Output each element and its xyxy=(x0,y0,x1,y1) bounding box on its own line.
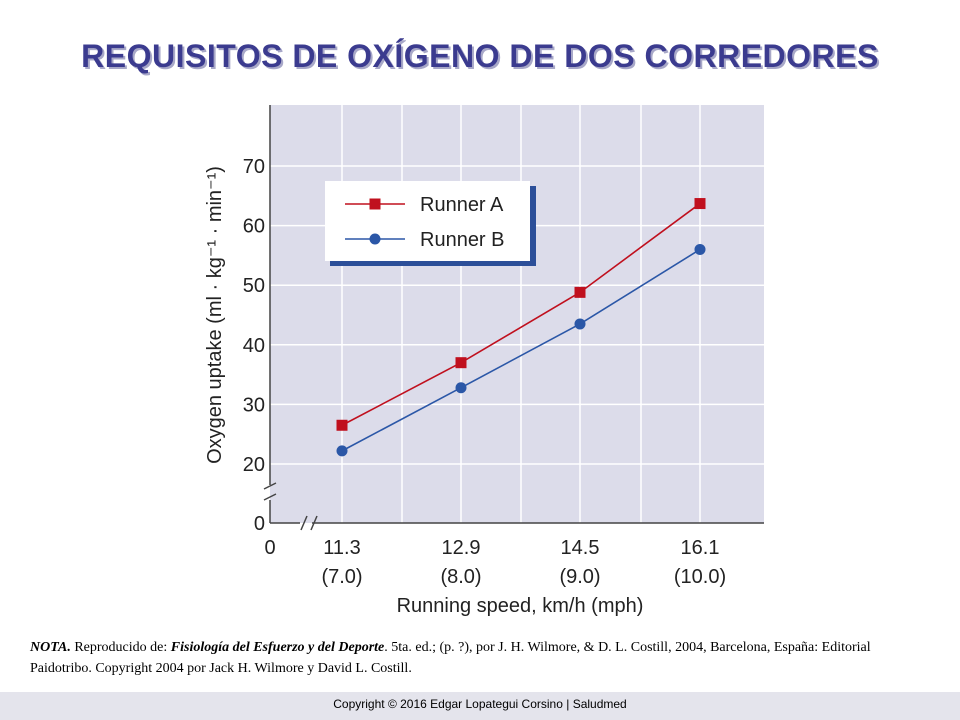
slide-title: REQUISITOS DE OXÍGENO DE DOS CORREDORES xyxy=(81,38,879,74)
x-tick-label: 16.1 xyxy=(681,537,720,559)
note-lead: NOTA. xyxy=(30,640,71,655)
x-tick-label: 11.3 xyxy=(323,537,360,559)
y-tick-label: 50 xyxy=(243,275,265,297)
y-tick-label: 60 xyxy=(243,216,265,238)
x-axis-title: Running speed, km/h (mph) xyxy=(397,595,644,617)
y-tick-label: 0 xyxy=(254,513,265,535)
data-point-runner-b xyxy=(694,243,706,255)
footer-bar xyxy=(0,692,960,720)
y-axis-title: Oxygen uptake (ml · kg⁻¹ · min⁻¹) xyxy=(204,166,226,464)
data-point-runner-a xyxy=(574,286,586,298)
footer-copyright: Copyright © 2016 Edgar Lopategui Corsino… xyxy=(333,697,627,711)
oxygen-uptake-chart: 0 20 30 40 50 60 70 0 11.3 (7.0) 12.9 (8.0) 14.5 (9.0… xyxy=(204,105,764,617)
data-point-runner-a xyxy=(336,419,348,431)
note-text-1: Reproducido de: xyxy=(70,640,171,655)
y-axis-break xyxy=(263,482,277,501)
citation-note: NOTA. Reproducido de: Fisiología del Esf… xyxy=(30,637,935,679)
legend-label: Runner B xyxy=(420,229,505,251)
series-line-runner-b xyxy=(341,248,701,452)
note-book-title: Fisiología del Esfuerzo y del Deporte xyxy=(170,640,385,655)
data-point-runner-a xyxy=(694,198,706,210)
x-tick-sublabel: (8.0) xyxy=(440,566,481,588)
data-point-runner-b xyxy=(455,382,467,394)
legend-marker-runner-a xyxy=(369,198,381,210)
y-tick-label: 40 xyxy=(243,335,265,357)
y-tick-label: 20 xyxy=(243,454,265,476)
y-tick-label: 30 xyxy=(243,394,265,416)
data-point-runner-b xyxy=(574,318,586,330)
x-tick-sublabel: (7.0) xyxy=(321,566,362,588)
series-line-runner-a xyxy=(341,202,701,426)
legend-label: Runner A xyxy=(420,194,504,216)
x-tick-sublabel: (9.0) xyxy=(559,566,600,588)
note-text-2: . 5ta. ed.; (p. ?), por J. H. Wilmore, &… xyxy=(30,640,871,676)
x-tick-sublabel: (10.0) xyxy=(674,566,726,588)
legend-box xyxy=(325,181,530,261)
x-tick-label: 12.9 xyxy=(442,537,481,559)
data-point-runner-a xyxy=(455,357,467,369)
x-axis-break xyxy=(300,515,318,531)
x-tick-label: 0 xyxy=(264,537,275,559)
x-tick-label: 14.5 xyxy=(561,537,600,559)
legend-marker-runner-b xyxy=(369,233,381,245)
data-point-runner-b xyxy=(336,445,348,457)
plot-background xyxy=(270,105,764,523)
y-tick-label: 70 xyxy=(243,156,265,178)
